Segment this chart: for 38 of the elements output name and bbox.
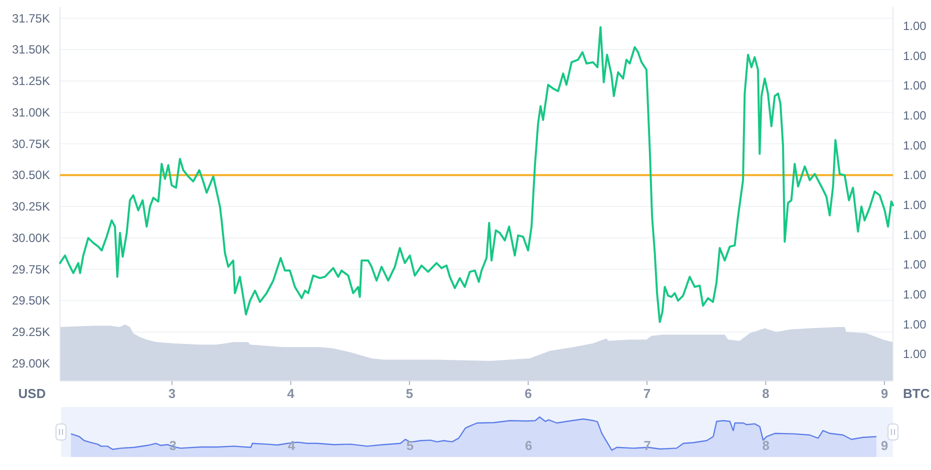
y-tick-label: 30.75K [12,136,50,151]
y2-tick-label: 1.00 [903,78,927,93]
y-tick-label: 30.50K [12,168,50,182]
y2-tick-label: 1.00 [903,287,927,302]
line-series [59,26,894,324]
x-tick-label: 7 [643,386,651,401]
y2-tick-label: 1.00 [903,317,927,332]
x-tick-label: 6 [525,438,532,453]
y-tick-label: 29.75K [12,262,50,276]
y-tick-label: 29.50K [12,294,50,308]
y2-tick-label: 1.00 [903,108,927,123]
x-tick-label: 6 [524,386,532,401]
y-tick-label: 29.25K [12,325,50,340]
y2-tick-label: 1.00 [903,48,927,63]
x-tick-label: 8 [762,386,770,401]
y2-tick-label: 1.00 [903,168,927,182]
y2-tick-label: 1.00 [903,198,927,212]
y-tick-label: 31.75K [12,11,50,26]
y2-tick-label: 1.00 [903,138,927,152]
y-tick-label: 30.00K [12,230,50,245]
x-tick-label: 9 [880,386,888,401]
y-tick-label: 30.25K [12,200,50,214]
y-tick-label: 31.00K [12,105,50,120]
y2-tick-label: 1.00 [903,19,927,34]
y-axis-title: USD [18,386,46,401]
y2-tick-label: 1.00 [903,347,927,362]
x-tick-label: 5 [406,386,414,401]
x-tick-label: 8 [762,438,770,453]
x-tick-label: 5 [406,438,414,453]
y-tick-label: 31.50K [12,42,50,57]
y-tick-label: 29.00K [12,356,50,370]
x-tick-label: 9 [880,438,888,453]
y2-tick-label: 1.00 [903,258,927,272]
x-tick-label: 4 [287,386,296,401]
y-tick-label: 31.25K [12,74,50,88]
y2-tick-label: 1.00 [903,228,927,242]
x-tick-label: 3 [168,386,176,401]
y2-axis-title: BTC [903,386,930,401]
